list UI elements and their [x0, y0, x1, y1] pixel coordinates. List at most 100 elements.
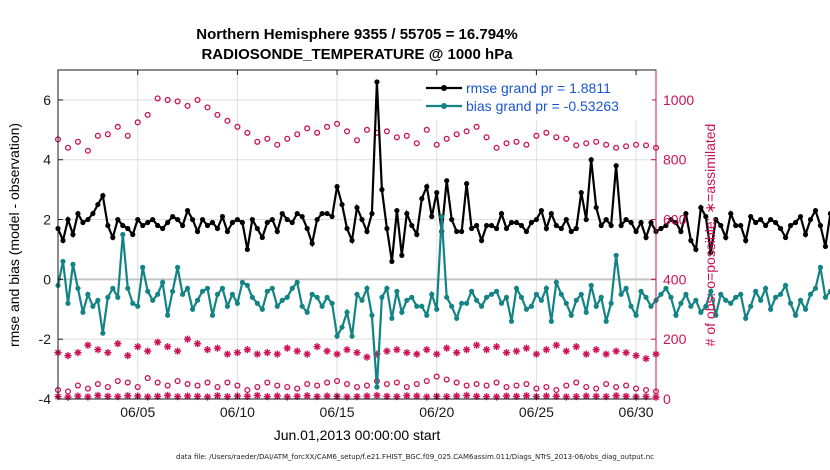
data-point [409, 294, 415, 300]
data-point [284, 216, 290, 223]
y-tick-label-right: 1000 [663, 92, 694, 108]
data-point [777, 291, 784, 297]
data-point [80, 309, 86, 315]
data-point [294, 279, 300, 285]
data-point [469, 288, 475, 294]
data-point [160, 279, 166, 285]
data-point [603, 318, 609, 324]
data-point [274, 141, 281, 148]
data-point [279, 297, 285, 303]
data-point [165, 312, 171, 318]
y-axis-label-left: rmse and bias (model - observation) [6, 123, 22, 347]
data-point [638, 288, 644, 294]
data-point [254, 383, 261, 391]
data-point [344, 309, 350, 315]
data-point [738, 291, 744, 297]
data-point [384, 285, 390, 291]
data-point [763, 285, 769, 291]
data-point [424, 184, 430, 190]
data-point [493, 288, 500, 294]
data-point [583, 140, 590, 147]
data-point [329, 300, 335, 306]
data-point [518, 294, 525, 300]
data-point [64, 144, 72, 151]
data-point [642, 386, 650, 394]
data-point [797, 213, 804, 220]
data-point [827, 210, 830, 217]
data-point [289, 285, 295, 291]
data-point [339, 201, 345, 208]
data-point [678, 228, 684, 235]
data-point [175, 264, 181, 270]
data-point [543, 285, 549, 291]
data-point [334, 120, 341, 127]
data-point [309, 291, 315, 297]
data-point [449, 303, 455, 309]
data-point [259, 306, 265, 312]
data-point [643, 234, 649, 241]
y-tick-label-right: 200 [663, 331, 687, 347]
data-point [199, 216, 206, 223]
data-point [777, 225, 784, 232]
data-point [787, 300, 794, 306]
data-point [593, 204, 599, 211]
data-point [708, 288, 714, 294]
data-point [244, 282, 250, 288]
data-point [214, 225, 221, 232]
data-point [573, 142, 580, 149]
data-point [628, 219, 634, 226]
data-point [264, 219, 270, 226]
data-point [234, 123, 241, 130]
data-point [748, 303, 754, 309]
data-point [464, 181, 470, 187]
data-point [553, 222, 559, 229]
data-point [423, 126, 430, 133]
data-point [343, 128, 351, 135]
data-point [304, 225, 310, 232]
data-point [204, 285, 211, 291]
data-point [643, 294, 649, 300]
data-point [95, 201, 101, 208]
data-point [413, 140, 420, 147]
data-point [443, 376, 450, 383]
data-point [553, 386, 560, 394]
data-point [463, 128, 470, 135]
data-point [558, 291, 564, 297]
data-point [314, 382, 321, 389]
data-point [409, 222, 415, 229]
data-point [403, 383, 410, 391]
data-point [603, 380, 610, 388]
data-point [768, 216, 774, 223]
data-point [513, 138, 520, 145]
data-point [329, 213, 335, 220]
data-point [508, 219, 515, 226]
data-point [563, 382, 570, 389]
data-point [713, 216, 719, 223]
data-point [434, 306, 440, 312]
data-point [105, 222, 111, 229]
data-point [60, 237, 66, 244]
data-point [269, 285, 275, 291]
data-point [424, 312, 430, 318]
data-point [743, 315, 749, 321]
data-point [469, 225, 475, 232]
data-point [110, 234, 116, 241]
data-point [179, 222, 186, 229]
data-point [359, 297, 365, 303]
data-point [638, 219, 644, 226]
data-point [623, 285, 629, 291]
data-point [563, 135, 570, 142]
data-point [543, 129, 550, 136]
data-point [578, 291, 584, 297]
data-point [543, 225, 549, 232]
y-tick-label-left: 4 [43, 152, 51, 168]
y-tick-label-right: 0 [663, 391, 671, 407]
data-point [125, 285, 131, 291]
x-tick-label: 06/20 [419, 404, 454, 420]
data-point [583, 309, 589, 315]
data-point [309, 240, 315, 247]
data-point [75, 210, 81, 217]
data-point [453, 379, 460, 386]
data-point [474, 297, 480, 303]
data-point [399, 252, 405, 259]
